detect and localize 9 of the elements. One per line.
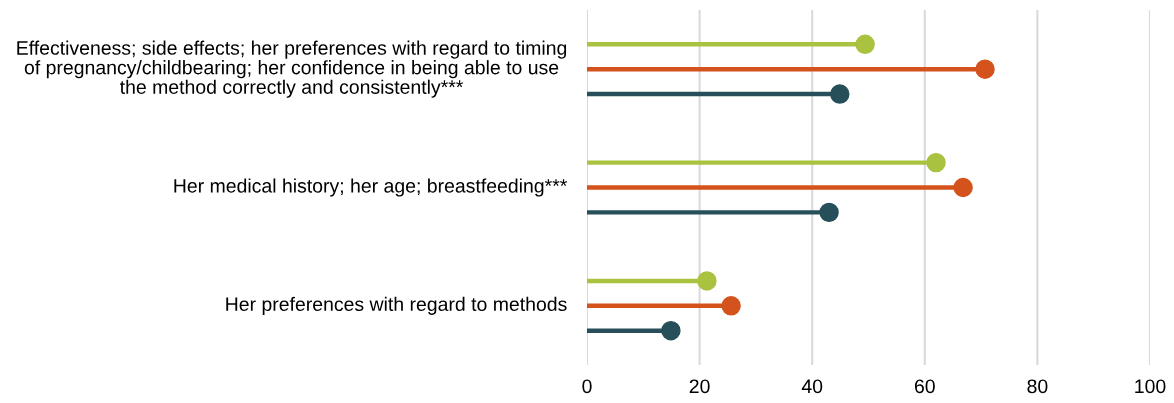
y-tick-label: Her medical history; her age; breastfeeding*** — [174, 178, 568, 197]
x-tick-label: 0 — [582, 379, 592, 394]
x-tick-label: 80 — [1027, 379, 1048, 394]
x-tick-label: 100 — [1135, 379, 1166, 394]
x-tick-label: 40 — [801, 379, 823, 394]
y-tick-label: Effectiveness; side effects; her preferences with regard to timing of pregnancy/childbearing; her confidence in being able to use the method correctly and consistently*** — [17, 40, 567, 98]
y-tick-label: Her preferences with regard to methods — [226, 296, 567, 315]
x-tick-label: 20 — [689, 379, 710, 394]
x-tick-label: 60 — [914, 379, 935, 394]
